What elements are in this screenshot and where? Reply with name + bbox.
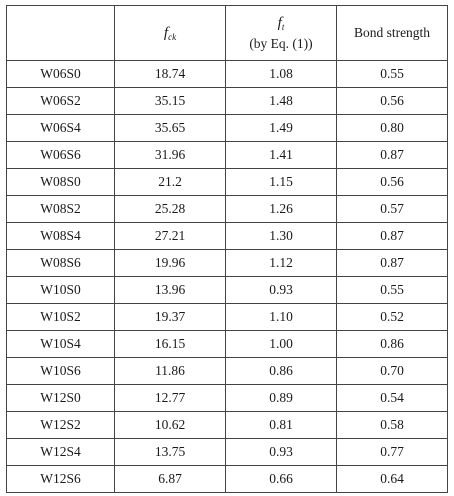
cell-fck: 12.77 (114, 384, 226, 412)
table-row: W10S6 11.86 0.86 0.70 (6, 357, 448, 385)
header-bond-strength: Bond strength (336, 5, 448, 61)
fck-symbol: fck (163, 24, 177, 42)
cell-bond-strength: 0.56 (336, 87, 448, 115)
table-body: W06S0 18.74 1.08 0.55 W06S2 35.15 1.48 0.56 W06S… (6, 60, 448, 493)
table-header: fck ft (by Eq. (1)) Bond strength (6, 5, 448, 61)
cell-bond-strength: 0.52 (336, 303, 448, 331)
table-row: W08S2 25.28 1.26 0.57 (6, 195, 448, 223)
cell-ft: 1.10 (225, 303, 337, 331)
header-row: fck ft (by Eq. (1)) Bond strength (6, 5, 448, 61)
table-container: fck ft (by Eq. (1)) Bond strength W06S0 1… (6, 5, 448, 493)
cell-fck: 10.62 (114, 411, 226, 439)
cell-bond-strength: 0.55 (336, 60, 448, 88)
cell-specimen: W06S6 (6, 141, 115, 169)
header-ft: ft (by Eq. (1)) (225, 5, 337, 61)
cell-fck: 13.96 (114, 276, 226, 304)
cell-specimen: W10S2 (6, 303, 115, 331)
cell-specimen: W10S4 (6, 330, 115, 358)
table-row: W10S4 16.15 1.00 0.86 (6, 330, 448, 358)
table-row: W10S0 13.96 0.93 0.55 (6, 276, 448, 304)
cell-specimen: W12S4 (6, 438, 115, 466)
cell-ft: 1.49 (225, 114, 337, 142)
ft-note: (by Eq. (1)) (249, 36, 313, 51)
cell-ft: 1.00 (225, 330, 337, 358)
table-row: W12S6 6.87 0.66 0.64 (6, 465, 448, 493)
cell-ft: 1.41 (225, 141, 337, 169)
cell-bond-strength: 0.58 (336, 411, 448, 439)
cell-ft: 1.26 (225, 195, 337, 223)
cell-fck: 18.74 (114, 60, 226, 88)
cell-specimen: W06S0 (6, 60, 115, 88)
table-row: W06S4 35.65 1.49 0.80 (6, 114, 448, 142)
table-row: W12S4 13.75 0.93 0.77 (6, 438, 448, 466)
data-table: fck ft (by Eq. (1)) Bond strength W06S0 1… (6, 5, 448, 493)
cell-bond-strength: 0.64 (336, 465, 448, 493)
cell-fck: 21.2 (114, 168, 226, 196)
table-row: W12S2 10.62 0.81 0.58 (6, 411, 448, 439)
table-row: W06S6 31.96 1.41 0.87 (6, 141, 448, 169)
cell-ft: 0.93 (225, 438, 337, 466)
table-row: W06S0 18.74 1.08 0.55 (6, 60, 448, 88)
cell-bond-strength: 0.80 (336, 114, 448, 142)
cell-bond-strength: 0.87 (336, 141, 448, 169)
cell-ft: 1.30 (225, 222, 337, 250)
fck-letter: f (163, 24, 169, 41)
cell-bond-strength: 0.87 (336, 222, 448, 250)
cell-ft: 0.93 (225, 276, 337, 304)
cell-fck: 27.21 (114, 222, 226, 250)
cell-specimen: W08S6 (6, 249, 115, 277)
cell-fck: 31.96 (114, 141, 226, 169)
table-row: W08S6 19.96 1.12 0.87 (6, 249, 448, 277)
ft-subscript: t (281, 22, 285, 32)
ft-symbol: ft (226, 14, 336, 36)
header-fck: fck (114, 5, 226, 61)
cell-specimen: W12S2 (6, 411, 115, 439)
cell-bond-strength: 0.87 (336, 249, 448, 277)
table-row: W12S0 12.77 0.89 0.54 (6, 384, 448, 412)
cell-specimen: W10S6 (6, 357, 115, 385)
cell-specimen: W06S2 (6, 87, 115, 115)
cell-fck: 6.87 (114, 465, 226, 493)
header-specimen (6, 5, 115, 61)
cell-ft: 1.08 (225, 60, 337, 88)
table-row: W10S2 19.37 1.10 0.52 (6, 303, 448, 331)
cell-specimen: W08S0 (6, 168, 115, 196)
cell-ft: 0.89 (225, 384, 337, 412)
cell-fck: 35.65 (114, 114, 226, 142)
cell-fck: 16.15 (114, 330, 226, 358)
fck-subscript: ck (168, 31, 177, 42)
cell-fck: 19.37 (114, 303, 226, 331)
cell-ft: 0.66 (225, 465, 337, 493)
cell-ft: 1.15 (225, 168, 337, 196)
cell-fck: 11.86 (114, 357, 226, 385)
cell-specimen: W10S0 (6, 276, 115, 304)
table-row: W08S4 27.21 1.30 0.87 (6, 222, 448, 250)
cell-bond-strength: 0.57 (336, 195, 448, 223)
cell-fck: 13.75 (114, 438, 226, 466)
cell-bond-strength: 0.77 (336, 438, 448, 466)
cell-specimen: W12S6 (6, 465, 115, 493)
cell-specimen: W08S2 (6, 195, 115, 223)
cell-bond-strength: 0.54 (336, 384, 448, 412)
cell-ft: 0.86 (225, 357, 337, 385)
cell-fck: 25.28 (114, 195, 226, 223)
table-row: W06S2 35.15 1.48 0.56 (6, 87, 448, 115)
cell-bond-strength: 0.86 (336, 330, 448, 358)
cell-bond-strength: 0.55 (336, 276, 448, 304)
cell-specimen: W08S4 (6, 222, 115, 250)
cell-bond-strength: 0.56 (336, 168, 448, 196)
cell-ft: 0.81 (225, 411, 337, 439)
cell-ft: 1.12 (225, 249, 337, 277)
cell-fck: 19.96 (114, 249, 226, 277)
cell-bond-strength: 0.70 (336, 357, 448, 385)
table-row: W08S0 21.2 1.15 0.56 (6, 168, 448, 196)
cell-fck: 35.15 (114, 87, 226, 115)
cell-specimen: W06S4 (6, 114, 115, 142)
ft-letter: f (277, 15, 282, 31)
cell-ft: 1.48 (225, 87, 337, 115)
cell-specimen: W12S0 (6, 384, 115, 412)
